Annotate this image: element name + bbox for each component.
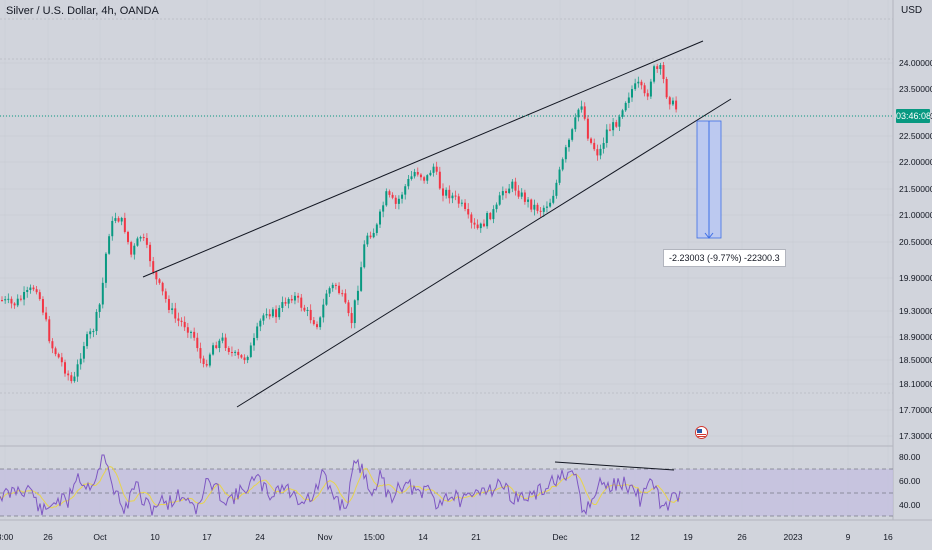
price-label: 22.50000 — [899, 131, 932, 141]
time-label: 2023 — [784, 532, 803, 542]
rsi-line — [0, 454, 681, 516]
wedge-lower-trendline[interactable] — [236, 98, 732, 408]
price-label: 20.50000 — [899, 237, 932, 247]
time-label: Dec — [552, 532, 568, 542]
time-label: 26 — [737, 532, 747, 542]
symbol-title: Silver / U.S. Dollar, 4h, OANDA — [6, 5, 159, 17]
time-label: 9 — [846, 532, 851, 542]
price-label: 21.50000 — [899, 184, 932, 194]
time-label: Nov — [317, 532, 333, 542]
rsi-label: 80.00 — [899, 452, 921, 462]
price-label: 19.30000 — [899, 306, 932, 316]
rsi-label: 40.00 — [899, 500, 921, 510]
time-label: 10 — [150, 532, 160, 542]
rsi-axis-labels: 80.00 60.00 40.00 — [899, 452, 921, 510]
measure-label: -2.23003 (-9.77%) -22300.3 — [663, 249, 786, 267]
price-label: 22.00000 — [899, 157, 932, 167]
time-label: 12 — [630, 532, 640, 542]
grid-lines — [0, 18, 893, 437]
price-label: 23.50000 — [899, 84, 932, 94]
time-label: 16 — [883, 532, 893, 542]
price-label: 19.90000 — [899, 273, 932, 283]
price-label: 21.00000 — [899, 210, 932, 220]
time-label: Oct — [93, 532, 107, 542]
price-label: 17.30000 — [899, 431, 932, 441]
price-label: 18.90000 — [899, 332, 932, 342]
price-label: 17.70000 — [899, 405, 932, 415]
time-label: 17 — [202, 532, 212, 542]
time-label: 24 — [255, 532, 265, 542]
wedge-upper-trendline[interactable] — [142, 40, 704, 278]
candlesticks — [1, 62, 678, 384]
rsi-label: 60.00 — [899, 476, 921, 486]
currency-label[interactable]: USD — [901, 5, 923, 16]
time-label: 21 — [471, 532, 481, 542]
price-label: 18.10000 — [899, 379, 932, 389]
price-label: 24.00000 — [899, 58, 932, 68]
time-label: 15:00 — [363, 532, 385, 542]
price-label: 18.50000 — [899, 355, 932, 365]
countdown-price-tag: 03:46:08 — [896, 109, 932, 123]
time-label: 14 — [418, 532, 428, 542]
rsi-band — [0, 469, 893, 516]
rsi-divergence-line[interactable] — [554, 461, 675, 471]
price-range-measure[interactable] — [696, 120, 722, 239]
time-label: 19 — [683, 532, 693, 542]
us-flag-icon[interactable] — [695, 426, 708, 439]
time-axis-labels[interactable]: 3:00 26 Oct 10 17 24 Nov 15:00 14 21 Dec 12 19 26 2023… — [0, 532, 893, 542]
time-label: 26 — [43, 532, 53, 542]
time-label: 3:00 — [0, 532, 14, 542]
